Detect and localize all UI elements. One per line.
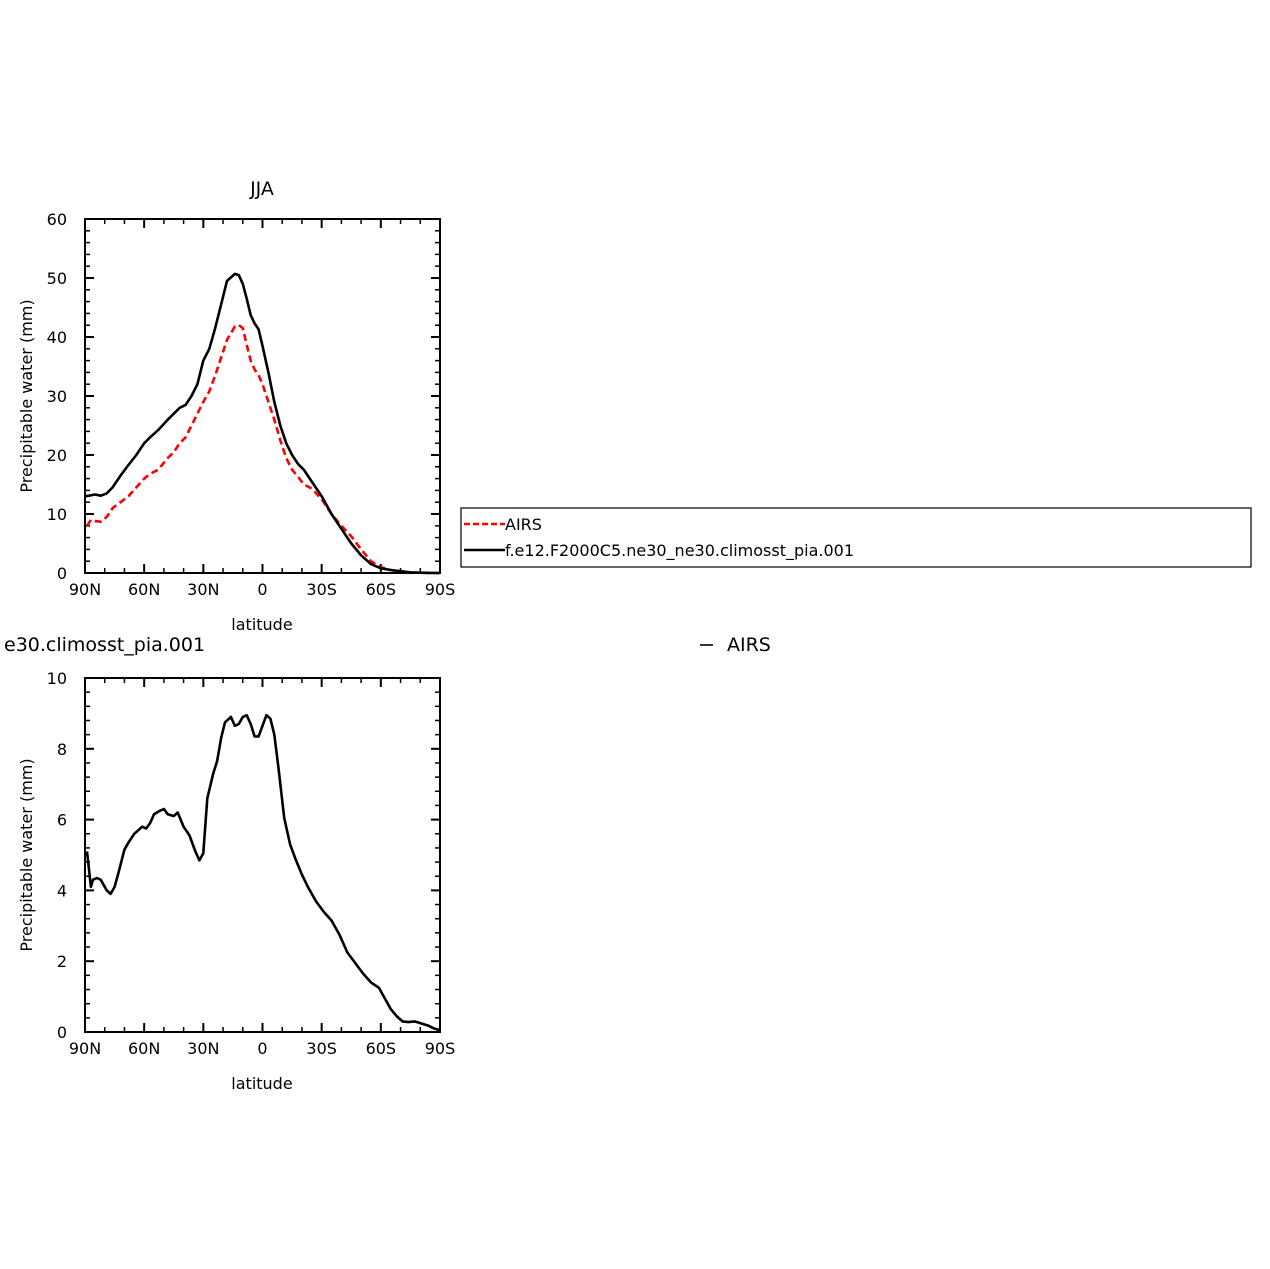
bottom-panel-x-tick-label: 60N: [128, 1039, 160, 1058]
top-panel-x-tick-label: 30S: [306, 580, 337, 599]
top-panel-series-line-0: [85, 323, 440, 575]
top-panel-x-tick-label: 0: [257, 580, 267, 599]
top-panel-y-tick-label: 60: [47, 210, 67, 229]
bottom-panel-x-tick-label: 30N: [187, 1039, 219, 1058]
bottom-panel-x-axis-label: latitude: [231, 1074, 292, 1093]
bottom-panel-y-tick-label: 2: [57, 952, 67, 971]
bottom-panel-x-tick-label: 30S: [306, 1039, 337, 1058]
bottom-panel-x-tick-label: 90N: [69, 1039, 101, 1058]
legend-label-model: f.e12.F2000C5.ne30_ne30.climosst_pia.001: [505, 541, 854, 561]
top-panel-y-tick-label: 30: [47, 387, 67, 406]
top-panel-y-tick-label: 10: [47, 505, 67, 524]
bottom-panel-y-tick-label: 4: [57, 881, 67, 900]
top-panel-y-tick-label: 50: [47, 269, 67, 288]
top-panel-x-tick-label: 90N: [69, 580, 101, 599]
bottom-panel-plot-frame: [84, 677, 441, 1033]
legend-frame: [460, 507, 1252, 568]
bottom-panel-ticks: 90N 60N 30N 0 30S 60S 90S 0 2 4 6 8 10: [47, 669, 456, 1058]
top-panel-x-tick-label: 60N: [128, 580, 160, 599]
top-panel-y-tick-label: 40: [47, 328, 67, 347]
top-panel-series-line-1: [84, 272, 441, 575]
top-panel-jja: JJA latitude Precipitable water (mm) 90N…: [17, 178, 455, 634]
top-panel-y-tick-label: 20: [47, 446, 67, 465]
top-panel-title: JJA: [249, 178, 274, 200]
bottom-panel-y-tick-label: 10: [47, 669, 67, 688]
bottom-panel-difference: e30.climosst_pia.001 AIRS latitude Preci…: [4, 634, 771, 1093]
top-panel-series: [84, 272, 441, 575]
top-panel-x-tick-label: 30N: [187, 580, 219, 599]
top-panel-x-tick-label: 90S: [425, 580, 456, 599]
top-panel-y-tick-label: 0: [57, 564, 67, 583]
bottom-panel-y-axis-label: Precipitable water (mm): [17, 758, 36, 951]
bottom-panel-partial-title: e30.climosst_pia.001: [4, 634, 205, 656]
bottom-panel-y-tick-label: 8: [57, 740, 67, 759]
top-panel-y-axis-label: Precipitable water (mm): [17, 299, 36, 492]
top-panel-x-tick-label: 60S: [366, 580, 397, 599]
bottom-panel-y-tick-label: 0: [57, 1023, 67, 1042]
top-panel-plot-frame: [84, 218, 441, 574]
bottom-panel-x-tick-label: 90S: [425, 1039, 456, 1058]
top-panel-ticks: 90N 60N 30N 0 30S 60S 90S 0 10 20 30 40 50 60: [47, 210, 456, 599]
bottom-panel-partial-legend-label: AIRS: [727, 634, 771, 656]
bottom-panel-x-tick-label: 0: [257, 1039, 267, 1058]
bottom-panel-series-line-0: [85, 713, 441, 1032]
top-panel-x-axis-label: latitude: [231, 615, 292, 634]
bottom-panel-x-tick-label: 60S: [366, 1039, 397, 1058]
bottom-panel-y-tick-label: 6: [57, 811, 67, 830]
legend: AIRS f.e12.F2000C5.ne30_ne30.climosst_pi…: [460, 507, 1252, 568]
bottom-panel-series: [85, 713, 441, 1032]
legend-label-airs: AIRS: [505, 515, 542, 534]
